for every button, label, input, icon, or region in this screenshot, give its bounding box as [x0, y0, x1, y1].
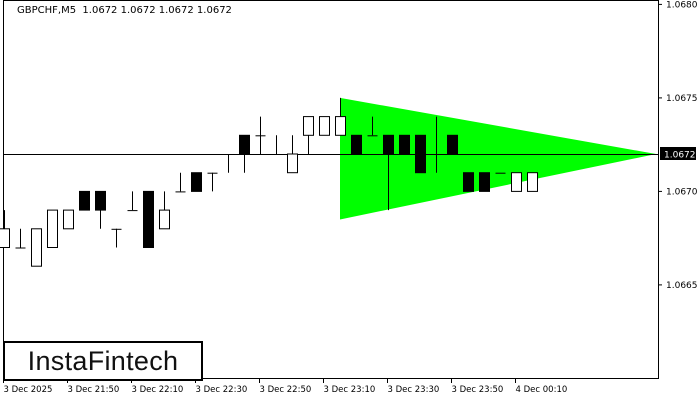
candle — [79, 190, 90, 211]
candle — [415, 134, 426, 174]
candle — [431, 116, 442, 173]
time-label: 3 Dec 23:10 — [324, 385, 376, 395]
bear-candle-body — [383, 134, 394, 155]
bear-candle-body — [463, 172, 474, 192]
bear-candle-body — [399, 134, 410, 155]
candle — [15, 228, 26, 249]
bear-candle-body — [191, 172, 202, 192]
candle — [31, 228, 42, 267]
bull-candle-body — [287, 153, 298, 174]
time-label: 3 Dec 22:50 — [260, 385, 312, 395]
time-label: 3 Dec 23:50 — [452, 385, 504, 395]
candle — [175, 172, 186, 193]
candle — [527, 172, 538, 192]
time-label: 3 Dec 22:30 — [196, 385, 248, 395]
chart-frame — [3, 0, 659, 379]
candle — [95, 190, 106, 229]
candle — [255, 116, 266, 154]
candle — [111, 228, 122, 248]
candle — [479, 172, 490, 192]
candle — [0, 210, 10, 249]
candle — [367, 116, 378, 137]
time-label: 3 Dec 23:30 — [388, 385, 440, 395]
bull-candle-body — [47, 209, 58, 249]
candle — [303, 116, 314, 154]
candle — [495, 172, 506, 174]
price-label: 1.0680 — [666, 0, 698, 10]
price-label: 1.0670 — [666, 187, 698, 197]
time-label: 3 Dec 2025 — [4, 385, 53, 395]
bear-candle-body — [79, 190, 90, 211]
candle — [287, 135, 298, 174]
candle — [127, 191, 138, 212]
candle — [463, 172, 474, 192]
candle — [207, 172, 218, 192]
triangle-pattern — [340, 97, 656, 220]
bear-candle-body — [415, 134, 426, 174]
candle — [447, 134, 458, 155]
candle — [239, 134, 250, 173]
bull-candle-body — [511, 172, 522, 192]
candle — [223, 154, 234, 173]
symbol-label: GBPCHF,M5 — [17, 5, 77, 16]
chart-title: GBPCHF,M5 1.0672 1.0672 1.0672 1.0672 — [17, 5, 232, 16]
bear-candle-body — [95, 190, 106, 211]
candle — [351, 134, 362, 155]
candle — [47, 209, 58, 249]
bull-candle-body — [31, 228, 42, 267]
time-label: 4 Dec 00:10 — [516, 385, 568, 395]
bear-candle-body — [239, 134, 250, 155]
candle — [159, 191, 170, 230]
candle — [191, 172, 202, 192]
bear-candle-body — [447, 134, 458, 155]
bull-candle-body — [63, 209, 74, 230]
price-label: 1.0665 — [666, 281, 698, 291]
bull-candle-body — [527, 172, 538, 192]
candle — [511, 172, 522, 192]
current-price-badge — [660, 147, 696, 160]
time-label: 3 Dec 22:10 — [132, 385, 184, 395]
candle — [319, 116, 330, 136]
bull-candle-body — [319, 116, 330, 136]
bull-candle-body — [303, 116, 314, 136]
bear-candle-body — [351, 134, 362, 155]
candle — [143, 190, 154, 248]
bear-candle-body — [143, 190, 154, 248]
instafintech-logo: InstaFintech — [3, 341, 203, 381]
ohlc-label: 1.0672 1.0672 1.0672 1.0672 — [82, 5, 232, 16]
candle — [271, 135, 282, 155]
bull-candle-body — [159, 209, 170, 230]
price-label: 1.0675 — [666, 94, 698, 104]
candle — [63, 209, 74, 230]
candle — [399, 134, 410, 155]
candle — [335, 97, 346, 136]
current-price-label: 1.0672 — [664, 151, 696, 161]
candle — [383, 134, 394, 211]
bull-candle-body — [335, 116, 346, 136]
bear-candle-body — [479, 172, 490, 192]
time-label: 3 Dec 21:50 — [68, 385, 120, 395]
bull-candle-body — [0, 228, 10, 249]
